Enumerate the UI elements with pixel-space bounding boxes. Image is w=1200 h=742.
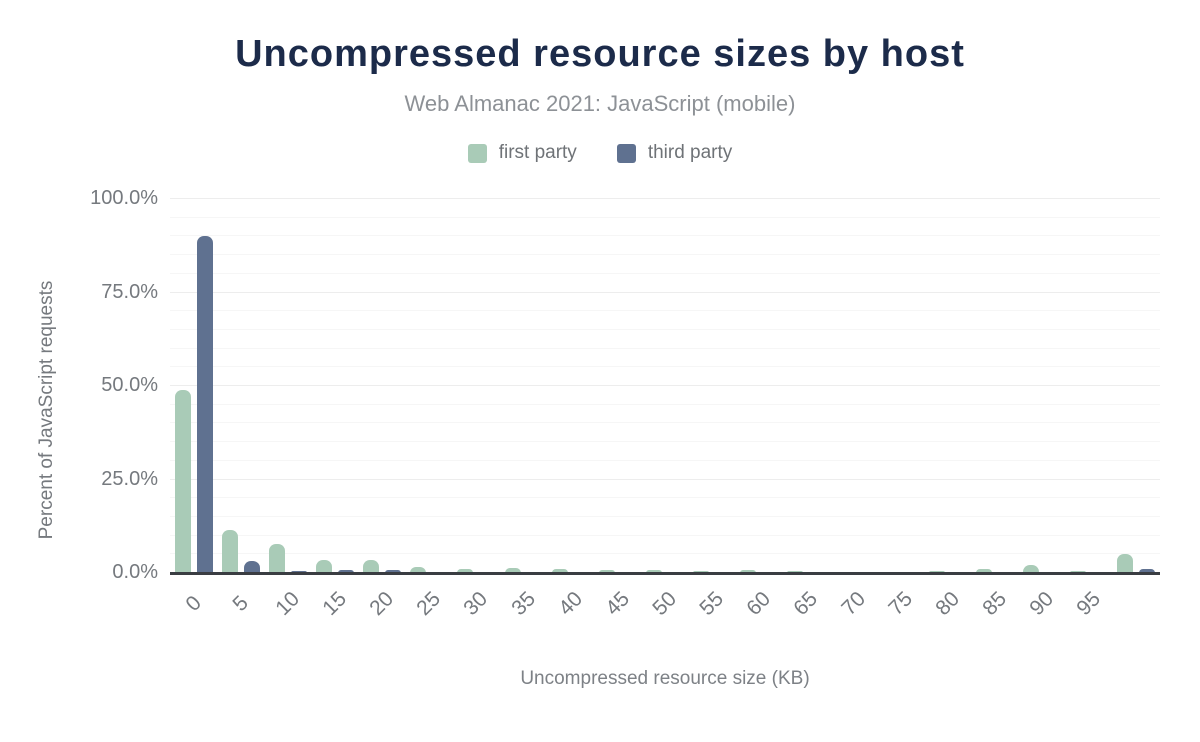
x-tick-label: 20 — [365, 587, 399, 621]
bar-first-party-95kb — [1070, 570, 1087, 573]
x-tick-label: 35 — [506, 587, 540, 621]
x-axis-line — [170, 572, 1160, 575]
bar-first-party-55kb — [693, 570, 710, 573]
bar-first-party-90kb — [1023, 565, 1040, 573]
gridline — [170, 272, 1160, 274]
bar-first-party-65kb — [787, 570, 804, 573]
gridline — [170, 478, 1160, 480]
bar-first-party-0kb — [174, 389, 191, 573]
bar-first-party-80kb — [928, 570, 945, 573]
y-axis-tick-labels: 0.0% 25.0% 50.0% 75.0% 100.0% — [0, 187, 158, 583]
bar-first-party-15kb — [316, 559, 332, 573]
gridline — [170, 459, 1160, 461]
gridline — [170, 347, 1160, 349]
gridline — [170, 366, 1160, 368]
gridline — [170, 403, 1160, 405]
bar-third-party-20kb — [385, 570, 402, 573]
bar-first-party-30kb — [457, 568, 474, 573]
bar-third-party-10kb — [290, 570, 307, 573]
x-tick-label: 45 — [601, 587, 634, 621]
gridline — [170, 254, 1160, 256]
legend-label-third-party: third party — [647, 142, 733, 163]
bar-first-party-40kb — [551, 568, 568, 573]
x-tick-label: 55 — [695, 587, 729, 621]
gridline — [170, 497, 1160, 499]
plot-area — [170, 198, 1160, 575]
x-axis-title: Uncompressed resource size (KB) — [520, 668, 810, 689]
y-tick-label: 75.0% — [101, 280, 158, 303]
x-tick-label: 65 — [789, 587, 823, 621]
y-tick-label: 100.0% — [90, 187, 158, 209]
x-tick-label: 0 — [180, 591, 206, 616]
x-tick-label: 60 — [742, 587, 776, 621]
y-tick-label: 50.0% — [101, 374, 158, 396]
x-tick-label: 80 — [931, 587, 964, 621]
x-axis-tick-labels: 0 5 10 15 20 25 30 35 40 45 50 55 60 65 70 75 80 85 90 95 — [170, 573, 1160, 643]
x-tick-label: 85 — [978, 587, 1012, 621]
x-tick-label: 25 — [412, 587, 446, 621]
bar-first-party-60kb — [740, 570, 757, 573]
x-tick-label: 15 — [318, 587, 352, 621]
legend-label-first-party: first party — [498, 142, 577, 163]
x-tick-label: 70 — [836, 587, 870, 621]
bar-first-party-20kb — [363, 560, 380, 573]
bar-first-party-10kb — [268, 544, 285, 573]
x-tick-label: 30 — [459, 587, 493, 621]
bar-third-party-100kb — [1139, 569, 1156, 573]
x-tick-label: 90 — [1025, 587, 1059, 621]
gridline — [170, 310, 1160, 312]
gridline — [170, 328, 1160, 330]
y-tick-label: 25.0% — [101, 467, 158, 490]
gridline — [170, 235, 1160, 237]
gridline — [170, 216, 1160, 218]
x-tick-label: 5 — [228, 591, 253, 616]
x-tick-label: 40 — [553, 587, 587, 621]
gridline — [170, 422, 1160, 424]
gridline — [170, 441, 1160, 443]
bar-first-party-85kb — [976, 568, 992, 573]
bar-third-party-0kb — [196, 236, 213, 573]
chart-subtitle: Web Almanac 2021: JavaScript (mobile) — [404, 91, 796, 116]
x-tick-label: 10 — [271, 587, 304, 621]
bar-first-party-25kb — [410, 567, 427, 573]
gridline — [170, 385, 1160, 386]
gridline — [170, 534, 1160, 536]
x-tick-label: 75 — [883, 587, 917, 621]
bar-third-party-5kb — [243, 561, 260, 573]
third-party-swatch-icon — [616, 143, 636, 163]
bar-third-party-15kb — [338, 570, 354, 573]
gridline — [170, 198, 1160, 199]
bar-first-party-100kb — [1117, 553, 1134, 573]
gridline — [170, 291, 1160, 293]
chart-title: Uncompressed resource sizes by host — [235, 33, 965, 75]
bar-first-party-45kb — [598, 570, 615, 573]
first-party-swatch-icon — [467, 143, 487, 163]
x-tick-label: 95 — [1072, 587, 1106, 621]
legend-item-third-party: third party — [616, 142, 733, 164]
bar-first-party-50kb — [646, 570, 662, 573]
x-tick-label: 50 — [648, 587, 682, 621]
gridline — [170, 515, 1160, 517]
gridline — [170, 553, 1160, 555]
bar-first-party-35kb — [504, 568, 521, 573]
y-tick-label: 0.0% — [112, 561, 158, 583]
legend-item-first-party: first party — [467, 142, 577, 164]
bar-first-party-5kb — [221, 530, 238, 573]
legend: first party third party — [0, 142, 1200, 164]
